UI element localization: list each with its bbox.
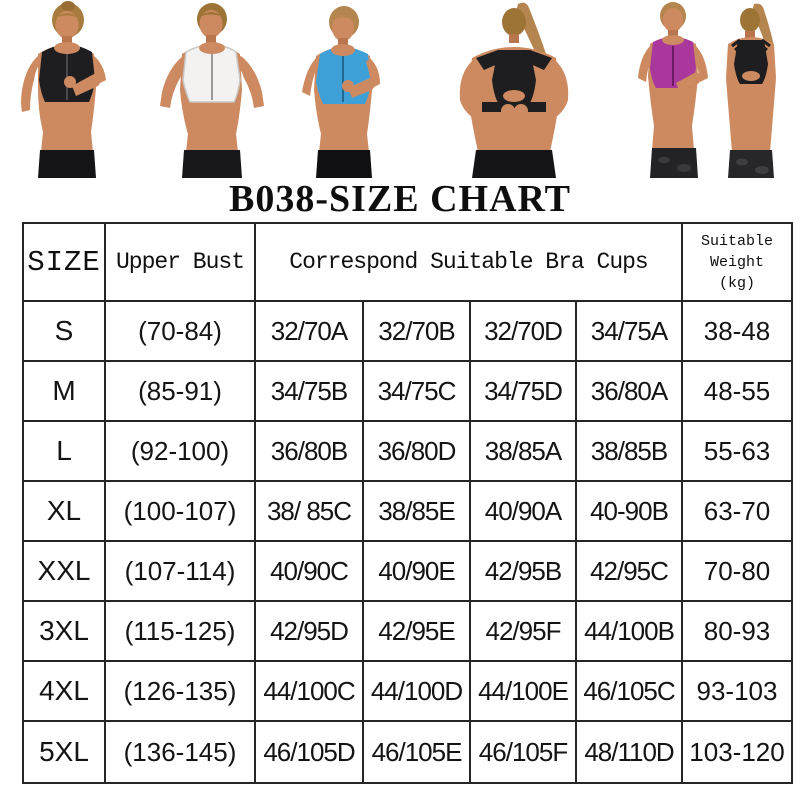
weight-cell: 93-103 xyxy=(683,662,791,722)
upper-bust-cell: (126-135) xyxy=(106,662,256,722)
size-cell: XXL xyxy=(24,542,106,602)
upper-bust-cell: (115-125) xyxy=(106,602,256,662)
bra-cup-cell: 42/95C xyxy=(577,542,683,602)
upper-bust-cell: (136-145) xyxy=(106,722,256,782)
header-size: SIZE xyxy=(24,224,106,302)
model-front-black-bra-illustration xyxy=(21,1,106,178)
size-table: SIZE Upper Bust Correspond Suitable Bra … xyxy=(22,222,793,784)
bra-cup-cell: 42/95D xyxy=(256,602,364,662)
weight-cell: 80-93 xyxy=(683,602,791,662)
bra-cup-cell: 44/100B xyxy=(577,602,683,662)
size-cell: XL xyxy=(24,482,106,542)
weight-cell: 48-55 xyxy=(683,362,791,422)
bra-back-black-strappy xyxy=(734,40,768,84)
page-title: B038-SIZE CHART xyxy=(228,178,571,220)
bra-cup-cell: 46/105F xyxy=(471,722,577,782)
bra-cup-cell: 34/75C xyxy=(364,362,471,422)
bra-cup-cell: 42/95B xyxy=(471,542,577,602)
bra-cup-cell: 38/85B xyxy=(577,422,683,482)
bra-cup-cell: 40/90E xyxy=(364,542,471,602)
model-front-blue-bra-illustration xyxy=(302,6,380,178)
bra-back-black xyxy=(476,50,552,112)
bra-cup-cell: 34/75A xyxy=(577,302,683,362)
bra-cup-cell: 36/80A xyxy=(577,362,683,422)
upper-bust-cell: (107-114) xyxy=(106,542,256,602)
header-upper-bust: Upper Bust xyxy=(106,224,256,302)
size-cell: S xyxy=(24,302,106,362)
weight-cell: 55-63 xyxy=(683,422,791,482)
bra-cup-cell: 38/85A xyxy=(471,422,577,482)
bra-cup-cell: 40/90C xyxy=(256,542,364,602)
product-photo-strip xyxy=(0,0,800,178)
bra-cup-cell: 32/70A xyxy=(256,302,364,362)
bra-cup-cell: 36/80D xyxy=(364,422,471,482)
size-cell: L xyxy=(24,422,106,482)
bra-cup-cell: 34/75B xyxy=(256,362,364,422)
bra-cup-cell: 44/100D xyxy=(364,662,471,722)
bra-cup-cell: 40-90B xyxy=(577,482,683,542)
photo-model-front-blue-bra xyxy=(290,0,398,178)
photo-models-pair-purple-black xyxy=(626,0,796,178)
bra-cup-cell: 46/105C xyxy=(577,662,683,722)
bra-cup-cell: 38/85E xyxy=(364,482,471,542)
bra-cup-cell: 34/75D xyxy=(471,362,577,422)
upper-bust-cell: (100-107) xyxy=(106,482,256,542)
bra-cup-cell: 42/95E xyxy=(364,602,471,662)
weight-cell: 38-48 xyxy=(683,302,791,362)
photo-model-front-white-bra xyxy=(136,0,288,178)
size-cell: M xyxy=(24,362,106,422)
photo-model-front-black-bra xyxy=(6,0,126,178)
upper-bust-cell: (85-91) xyxy=(106,362,256,422)
bra-cup-cell: 32/70D xyxy=(471,302,577,362)
bra-cup-cell: 46/105E xyxy=(364,722,471,782)
bra-cup-cell: 40/90A xyxy=(471,482,577,542)
size-cell: 4XL xyxy=(24,662,106,722)
photo-model-back-black-bra xyxy=(418,0,606,178)
upper-bust-cell: (70-84) xyxy=(106,302,256,362)
bra-cup-cell: 42/95F xyxy=(471,602,577,662)
bra-cup-cell: 36/80B xyxy=(256,422,364,482)
header-bra-cups: Correspond Suitable Bra Cups xyxy=(256,224,683,302)
bra-cup-cell: 48/110D xyxy=(577,722,683,782)
weight-cell: 63-70 xyxy=(683,482,791,542)
bra-cup-cell: 44/100C xyxy=(256,662,364,722)
weight-cell: 70-80 xyxy=(683,542,791,602)
models-pair-illustration xyxy=(638,2,776,178)
bra-cup-cell: 46/105D xyxy=(256,722,364,782)
size-cell: 5XL xyxy=(24,722,106,782)
size-cell: 3XL xyxy=(24,602,106,662)
model-front-white-bra-illustration xyxy=(160,3,264,178)
weight-cell: 103-120 xyxy=(689,736,785,767)
model-back-black-bra-illustration xyxy=(459,2,569,178)
header-suitable-weight: Suitable Weight (kg) xyxy=(683,224,791,302)
bra-cup-cell: 38/ 85C xyxy=(256,482,364,542)
bra-cup-cell: 32/70B xyxy=(364,302,471,362)
upper-bust-cell: (92-100) xyxy=(106,422,256,482)
bra-cup-cell: 44/100E xyxy=(471,662,577,722)
